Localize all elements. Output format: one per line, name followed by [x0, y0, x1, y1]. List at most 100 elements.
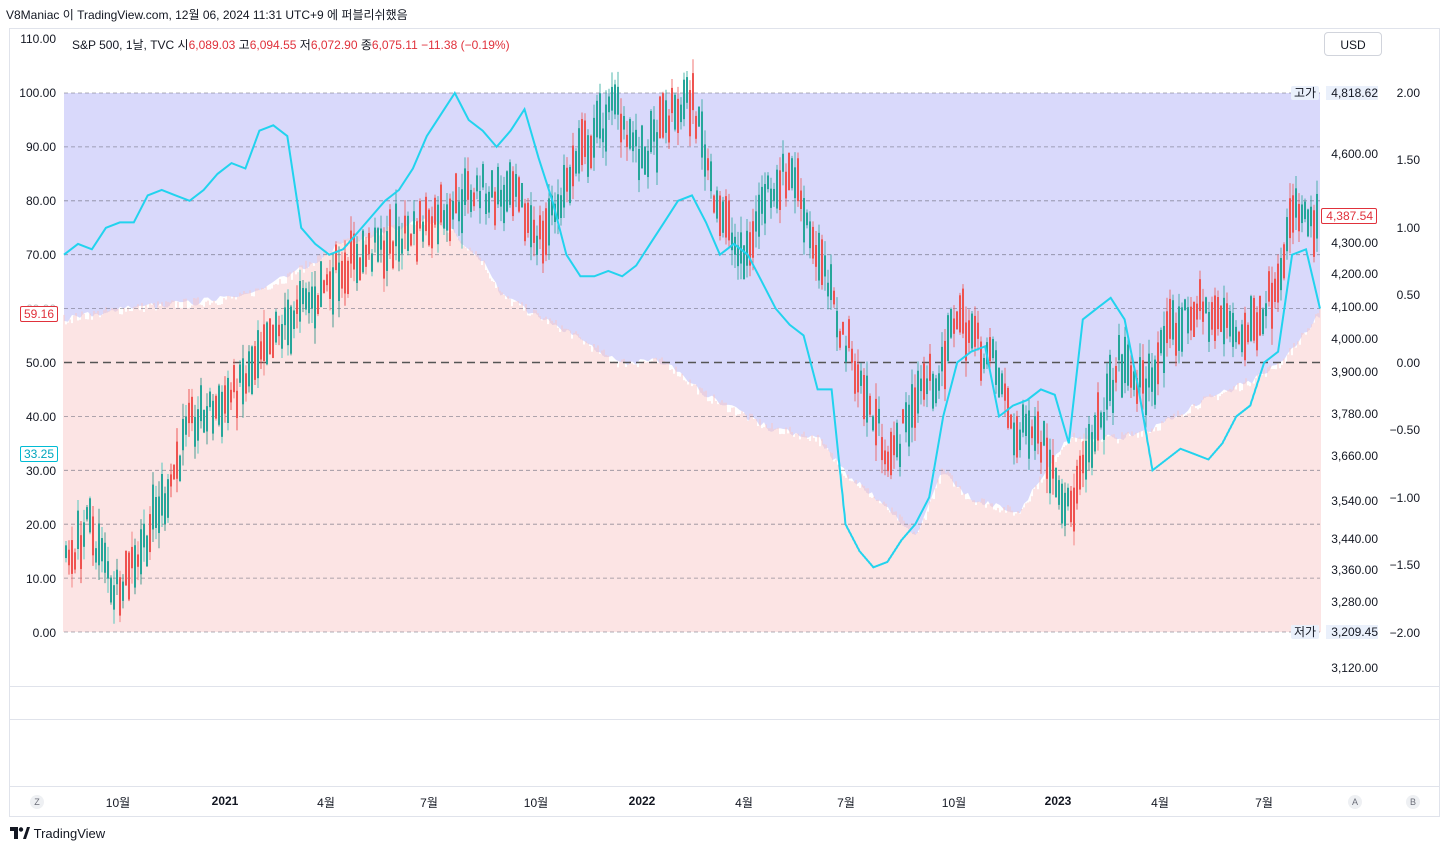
- candle-body: [650, 110, 652, 153]
- candle-body: [1076, 465, 1078, 504]
- candle-body: [680, 104, 682, 123]
- candle-body: [671, 87, 673, 114]
- pane-separator[interactable]: [10, 686, 1439, 687]
- candle-body: [863, 375, 865, 420]
- candle-body: [395, 203, 397, 247]
- candle-body: [452, 200, 454, 220]
- candle-body: [785, 171, 787, 199]
- time-axis-tick: 2021: [211, 794, 239, 808]
- candle-body: [473, 192, 475, 207]
- candle-body: [422, 221, 424, 242]
- candle-body: [1295, 188, 1297, 218]
- candle-body: [1127, 344, 1129, 386]
- pane-separator[interactable]: [10, 786, 1439, 787]
- candle-body: [143, 523, 145, 548]
- candle-body: [959, 295, 961, 333]
- candle-body: [1157, 342, 1159, 385]
- candle-body: [590, 135, 592, 169]
- candle-body: [947, 315, 949, 361]
- candle-body: [740, 232, 742, 264]
- scale-mode-button[interactable]: B: [1406, 795, 1420, 809]
- symbol-legend[interactable]: S&P 500, 1날, TVC 시6,089.03 고6,094.55 저6,…: [72, 36, 510, 53]
- candle-body: [683, 79, 685, 120]
- candle-body: [1118, 335, 1120, 361]
- candle-body: [419, 200, 421, 229]
- candle-body: [665, 100, 667, 133]
- candle-body: [632, 132, 634, 152]
- candle-body: [602, 128, 604, 143]
- candle-body: [812, 226, 814, 259]
- candle-body: [371, 253, 373, 272]
- candle-body: [797, 158, 799, 202]
- candle-body: [461, 189, 463, 234]
- price-candles: [65, 59, 1318, 624]
- candle-body: [365, 244, 367, 267]
- candle-body: [137, 554, 139, 567]
- candle-body: [1211, 302, 1213, 330]
- candle-body: [200, 385, 202, 422]
- candle-body: [413, 211, 415, 234]
- candle-body: [89, 498, 91, 533]
- candle-body: [485, 193, 487, 215]
- open-label: 시: [177, 38, 189, 52]
- candle-body: [347, 260, 349, 295]
- candle-body: [104, 542, 106, 573]
- candle-body: [1160, 329, 1162, 354]
- candle-body: [644, 146, 646, 175]
- candle-body: [623, 115, 625, 130]
- candle-body: [905, 402, 907, 433]
- price-axis-tick: 4,818.62: [1326, 86, 1378, 100]
- candle-body: [605, 104, 607, 152]
- candle-body: [398, 226, 400, 262]
- candle-body: [1058, 480, 1060, 505]
- tradingview-logo[interactable]: TradingView: [10, 826, 105, 841]
- osc-axis-tick: −1.50: [1389, 558, 1420, 572]
- candle-body: [503, 184, 505, 224]
- candle-body: [845, 345, 847, 362]
- candle-body: [215, 395, 217, 419]
- candle-body: [1145, 378, 1147, 416]
- candle-body: [536, 235, 538, 256]
- candle-body: [1316, 193, 1318, 239]
- cyan-series: [63, 91, 1321, 569]
- candle-body: [134, 545, 136, 588]
- pane-separator[interactable]: [10, 719, 1439, 720]
- candle-body: [71, 540, 73, 574]
- candle-body: [1259, 295, 1261, 336]
- candle-body: [617, 86, 619, 115]
- candle-body: [428, 209, 430, 246]
- candle-body: [158, 496, 160, 534]
- osc-axis-tick: 2.00: [1396, 86, 1420, 100]
- candle-body: [614, 84, 616, 115]
- candle-body: [311, 286, 313, 309]
- candle-body: [206, 406, 208, 432]
- candle-body: [299, 280, 301, 322]
- volume-bars: [63, 217, 1321, 632]
- candle-body: [1049, 449, 1051, 494]
- candle-body: [302, 287, 304, 305]
- candle-body: [821, 239, 823, 285]
- candle-body: [548, 198, 550, 246]
- candle-body: [647, 150, 649, 178]
- candle-body: [314, 286, 316, 329]
- left-axis-tick: 110.00: [20, 32, 56, 46]
- candle-body: [383, 240, 385, 279]
- osc-axis-tick: 0.50: [1396, 288, 1420, 302]
- candle-body: [1286, 217, 1288, 252]
- candle-body: [377, 228, 379, 262]
- cyan-series-line: [63, 91, 1321, 569]
- candle-body: [527, 202, 529, 233]
- candle-body: [782, 153, 784, 172]
- candle-body: [911, 384, 913, 428]
- candle-body: [779, 170, 781, 210]
- candle-body: [506, 171, 508, 212]
- zoom-reset-button[interactable]: Z: [30, 795, 44, 809]
- currency-button[interactable]: USD: [1324, 32, 1382, 56]
- candle-body: [887, 451, 889, 472]
- candle-body: [218, 385, 220, 425]
- candle-body: [788, 152, 790, 191]
- high-value: 6,094.55: [249, 38, 297, 52]
- auto-scale-button[interactable]: A: [1348, 795, 1362, 809]
- candle-body: [1133, 371, 1135, 390]
